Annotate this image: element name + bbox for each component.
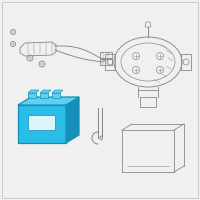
Bar — [140, 97, 156, 107]
Bar — [40, 93, 48, 98]
Bar — [100, 59, 112, 65]
Polygon shape — [28, 90, 39, 93]
FancyBboxPatch shape — [29, 116, 56, 130]
Bar — [28, 93, 36, 98]
Bar — [181, 54, 191, 70]
Polygon shape — [18, 105, 66, 143]
Polygon shape — [66, 97, 79, 143]
Polygon shape — [18, 97, 79, 105]
Bar — [100, 52, 112, 58]
Polygon shape — [40, 90, 51, 93]
Bar — [105, 54, 115, 70]
Polygon shape — [52, 90, 63, 93]
Bar — [52, 93, 60, 98]
